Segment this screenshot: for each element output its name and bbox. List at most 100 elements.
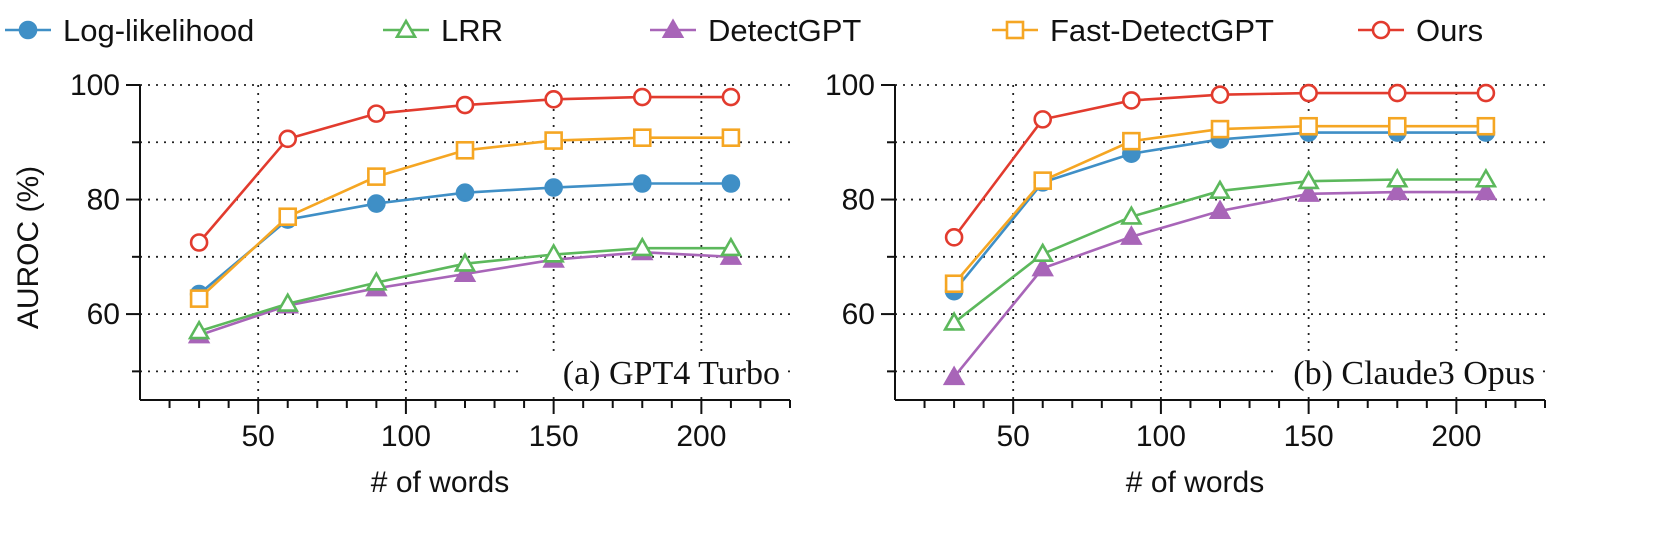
data-point (544, 90, 563, 109)
y-tick-label: 60 (87, 298, 120, 331)
x-tick-label: 200 (676, 420, 726, 453)
legend-marker (1005, 20, 1025, 40)
data-point (189, 233, 209, 252)
data-point (1122, 131, 1141, 151)
data-point (632, 128, 652, 147)
series-fast-detectgpt (189, 128, 741, 308)
data-point (453, 262, 477, 283)
y-tick-label: 80 (87, 184, 120, 217)
data-point (1474, 180, 1498, 201)
data-point (1208, 199, 1232, 220)
series-detectgpt (942, 180, 1498, 386)
data-point (1299, 116, 1318, 136)
x-tick-label: 50 (996, 420, 1029, 453)
data-point (944, 274, 964, 294)
data-point (632, 174, 652, 193)
legend-item-log-likelihood: Log-likelihood (5, 13, 254, 48)
data-point (631, 236, 654, 257)
series-line (953, 190, 1486, 378)
data-point (542, 242, 565, 263)
data-point (1208, 179, 1232, 200)
data-point (455, 95, 475, 115)
x-tick-label: 150 (1284, 420, 1334, 453)
data-point (1120, 205, 1143, 225)
legend-label: DetectGPT (708, 13, 861, 48)
data-point (544, 131, 563, 150)
data-point (278, 207, 298, 227)
legend-item-detectgpt: DetectGPT (650, 13, 861, 48)
data-point (721, 128, 741, 147)
legend-label: Fast-DetectGPT (1050, 13, 1274, 48)
series-lrr (942, 167, 1498, 331)
panel-claude3-opus: 60 80 100 50 100 150 200 # of words (b) Claude3 … (825, 69, 1546, 499)
data-point (1031, 242, 1054, 263)
legend-item-ours: Ours (1358, 13, 1483, 48)
series-lrr (187, 236, 743, 340)
legend-marker (18, 20, 38, 40)
series-log-likelihood (189, 174, 741, 304)
data-point (187, 319, 211, 340)
data-point (1033, 110, 1053, 129)
legend-marker (394, 18, 418, 39)
legend-marker (661, 18, 685, 39)
data-point (276, 292, 299, 312)
grid (140, 84, 790, 400)
series-ours (189, 87, 741, 252)
y-tick-label: 100 (825, 69, 875, 102)
data-point (1297, 182, 1320, 202)
series-ours (944, 83, 1496, 247)
legend: Log-likelihood LRR DetectGPT Fast-DetectGPT… (5, 13, 1483, 48)
data-point (367, 167, 386, 186)
x-tick-label: 50 (241, 420, 274, 453)
y-tick-label: 80 (842, 184, 875, 217)
data-point (455, 140, 475, 160)
legend-item-fast-detectgpt: Fast-DetectGPT (992, 13, 1274, 48)
data-point (632, 87, 652, 107)
data-point (1210, 85, 1230, 105)
panel-gpt4-turbo: 60 80 100 50 100 150 200 # of words AUROC (%) (a)… (12, 69, 791, 499)
data-point (942, 311, 966, 331)
data-point (544, 178, 563, 197)
legend-marker (1371, 20, 1391, 40)
data-point (1122, 91, 1141, 110)
x-tick-label: 200 (1431, 420, 1481, 453)
data-point (1474, 167, 1498, 188)
data-point (367, 104, 386, 123)
x-axis-title: # of words (1126, 466, 1264, 499)
data-point (1476, 83, 1496, 103)
data-point (455, 183, 475, 202)
panel-label-bg (518, 354, 784, 394)
data-point (721, 174, 741, 193)
data-point (1386, 167, 1409, 188)
data-point (719, 236, 743, 257)
data-point (453, 252, 477, 272)
data-point (1476, 116, 1496, 136)
data-point (944, 228, 964, 247)
data-point (1033, 171, 1053, 190)
data-point (1299, 83, 1318, 103)
data-point (1387, 83, 1407, 103)
data-point (1297, 169, 1320, 190)
data-point (1387, 116, 1407, 136)
panel-label: (a) GPT4 Turbo (563, 355, 780, 392)
data-point (189, 289, 209, 308)
data-point (1386, 180, 1409, 201)
data-point (1120, 225, 1143, 245)
data-point (365, 270, 388, 291)
panel-label-bg (1273, 354, 1539, 394)
legend-label: Log-likelihood (63, 13, 254, 48)
data-point (1210, 119, 1230, 139)
data-point (1031, 256, 1054, 277)
data-point (942, 365, 966, 386)
y-axis-title: AUROC (%) (12, 166, 45, 329)
series-fast-detectgpt (944, 116, 1496, 294)
legend-label: Ours (1416, 13, 1483, 48)
data-point (367, 194, 386, 213)
legend-label: LRR (441, 13, 503, 48)
panel-label: (b) Claude3 Opus (1293, 355, 1535, 392)
x-axis-title: # of words (371, 466, 509, 499)
data-point (721, 87, 741, 107)
x-tick-label: 100 (1136, 420, 1186, 453)
y-tick-label: 100 (70, 69, 120, 102)
